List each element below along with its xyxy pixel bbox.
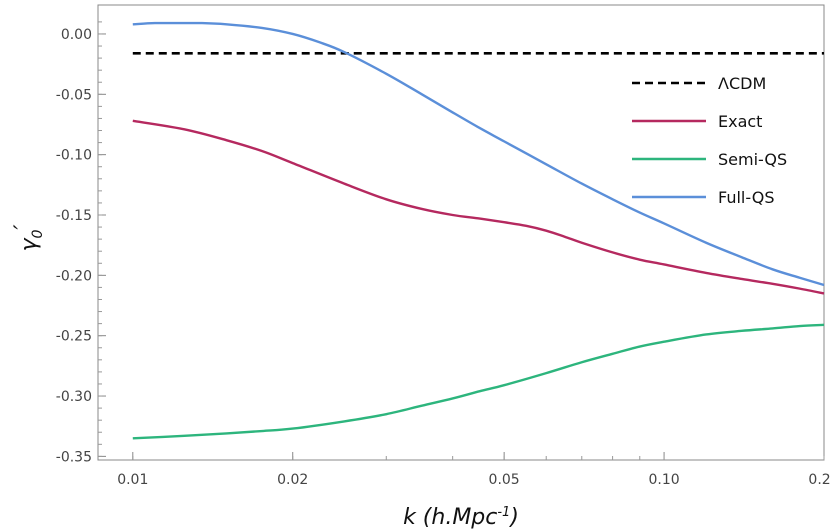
- y-tick-label: 0.00: [61, 27, 92, 43]
- legend: ΛCDM Exact Semi-QS Full-QS: [632, 74, 787, 207]
- x-axis-title: k (h.Mpc-1): [403, 505, 519, 530]
- y-tick-label: -0.35: [56, 449, 92, 465]
- x-tick-label: 0.02: [277, 472, 308, 488]
- series-line-exact: [132, 119, 825, 295]
- y-tick-label: -0.15: [56, 208, 92, 224]
- plot-frame: [97, 4, 825, 461]
- y-tick-label: -0.20: [56, 268, 92, 284]
- series-line-full-qs: [132, 21, 825, 287]
- x-tick-label: 0.20: [808, 472, 830, 488]
- x-tick-label: 0.01: [117, 472, 148, 488]
- y-tick-label: -0.10: [56, 148, 92, 164]
- series-line-semi-qs: [132, 323, 825, 440]
- y-axis-ticks: 0.00 -0.05 -0.10 -0.15 -0.20 -0.25 -0.30 -0.35: [56, 21, 106, 465]
- legend-label: ΛCDM: [718, 74, 766, 93]
- y-tick-label: -0.05: [56, 87, 92, 103]
- x-tick-label: 0.10: [648, 472, 679, 488]
- x-tick-label: 0.05: [489, 472, 520, 488]
- legend-label: Exact: [718, 112, 762, 131]
- series-layer: [132, 21, 825, 440]
- y-axis-title: γ0′: [11, 225, 46, 252]
- legend-label: Semi-QS: [718, 150, 787, 169]
- y-tick-label: -0.25: [56, 329, 92, 345]
- y-tick-label: -0.30: [56, 389, 92, 405]
- x-axis-ticks: 0.01 0.02 0.05 0.10 0.20: [117, 452, 830, 488]
- legend-label: Full-QS: [718, 188, 774, 207]
